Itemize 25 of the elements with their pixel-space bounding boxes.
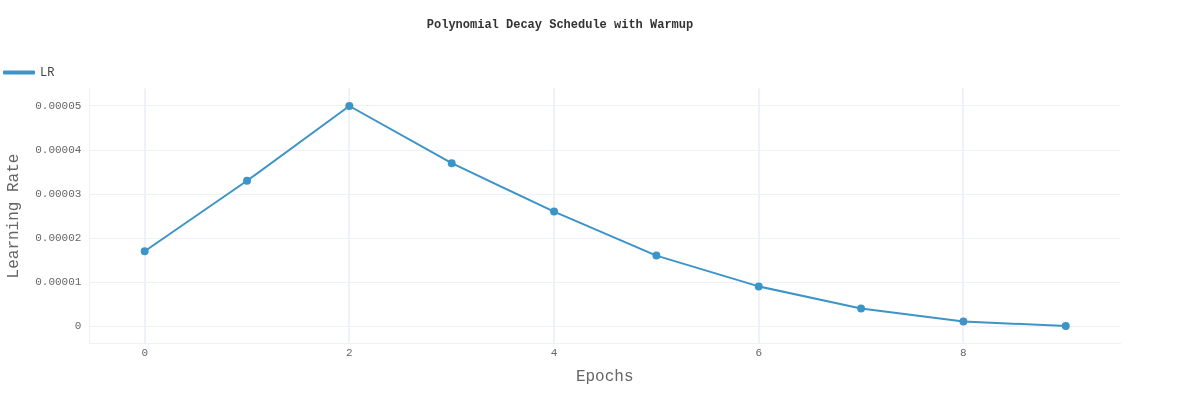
point <box>857 304 866 313</box>
y-tick-label: 0.00001 <box>35 275 82 288</box>
legend-label: LR <box>40 65 55 80</box>
point <box>345 102 354 110</box>
x-tick-label: 0 <box>141 347 148 360</box>
point <box>447 159 456 168</box>
point <box>1061 322 1070 330</box>
x-tick-label: 2 <box>346 347 353 360</box>
point <box>652 251 661 260</box>
x-tick-label: 6 <box>755 347 763 360</box>
y-axis-title: Learning Rate <box>4 153 23 279</box>
y-tick-label: 0 <box>74 319 82 332</box>
x-tick-label: 8 <box>960 347 967 360</box>
y-tick-label: 0.00005 <box>35 99 82 112</box>
y-tick-label: 0.00004 <box>35 143 82 156</box>
point <box>959 317 968 326</box>
y-tick-label: 0.00003 <box>35 187 82 200</box>
x-axis-title: Epochs <box>575 367 634 386</box>
y-tick-label: 0.00002 <box>35 231 82 244</box>
point <box>550 207 559 216</box>
point <box>754 282 763 291</box>
chart-title: Polynomial Decay Schedule with Warmup <box>426 18 694 33</box>
point <box>140 247 149 256</box>
x-tick-label: 4 <box>550 347 558 360</box>
point <box>243 176 252 185</box>
